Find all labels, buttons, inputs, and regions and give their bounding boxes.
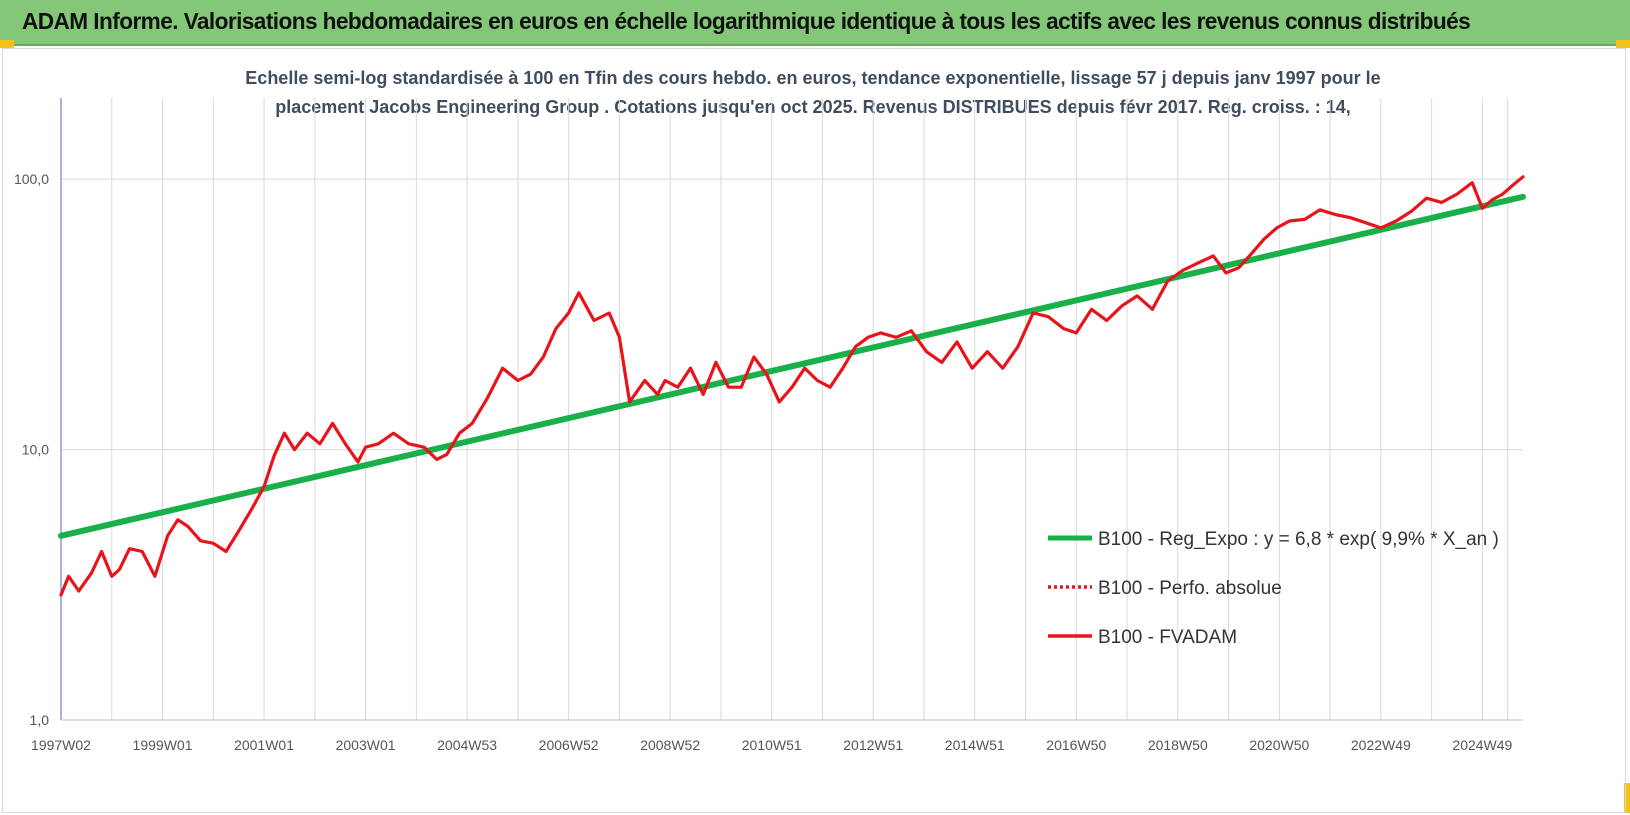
series-group xyxy=(58,175,1526,597)
line-chart: Echelle semi-log standardisée à 100 en T… xyxy=(14,68,1526,753)
corner-marker-bottom-right xyxy=(1624,783,1630,813)
y-tick-label: 100,0 xyxy=(14,171,49,187)
legend-item-perf: B100 - Perfo. absolue xyxy=(1048,578,1282,599)
x-tick-label: 2022W49 xyxy=(1351,737,1411,753)
corner-marker-left xyxy=(0,40,14,48)
chart-title-line-1: Echelle semi-log standardisée à 100 en T… xyxy=(245,68,1380,88)
legend: B100 - Reg_Expo : y = 6,8 * exp( 9,9% * … xyxy=(1048,529,1499,648)
x-tick-label: 1999W01 xyxy=(133,737,193,753)
x-tick-label: 2014W51 xyxy=(945,737,1005,753)
y-tick-label: 1,0 xyxy=(30,712,50,728)
x-axis-ticks: 1997W02 1999W01 2001W01 2003W01 2004W53 2006W… xyxy=(31,737,1513,753)
grid xyxy=(60,98,1523,721)
x-tick-label: 2024W49 xyxy=(1452,737,1512,753)
chart-title: Echelle semi-log standardisée à 100 en T… xyxy=(245,68,1380,117)
fvadam-line xyxy=(59,175,1525,597)
x-tick-label: 2006W52 xyxy=(539,737,599,753)
legend-label: B100 - Reg_Expo : y = 6,8 * exp( 9,9% * … xyxy=(1098,529,1499,550)
trend-line xyxy=(58,193,1526,539)
legend-label: B100 - FVADAM xyxy=(1098,627,1237,648)
x-tick-label: 2018W50 xyxy=(1148,737,1208,753)
x-tick-label: 2012W51 xyxy=(843,737,903,753)
x-tick-label: 1997W02 xyxy=(31,737,91,753)
report-title: ADAM Informe. Valorisations hebdomadaire… xyxy=(22,8,1471,34)
y-axis-ticks: 1,0 10,0 100,0 xyxy=(14,171,49,728)
x-tick-label: 2020W50 xyxy=(1249,737,1309,753)
legend-item-trend: B100 - Reg_Expo : y = 6,8 * exp( 9,9% * … xyxy=(1048,529,1499,550)
y-tick-label: 10,0 xyxy=(22,442,49,458)
x-tick-label: 2001W01 xyxy=(234,737,294,753)
x-tick-label: 2008W52 xyxy=(640,737,700,753)
report-header: ADAM Informe. Valorisations hebdomadaire… xyxy=(0,0,1630,46)
legend-label: B100 - Perfo. absolue xyxy=(1098,578,1282,599)
corner-marker-right xyxy=(1616,40,1630,48)
x-tick-label: 2010W51 xyxy=(742,737,802,753)
chart-area: Echelle semi-log standardisée à 100 en T… xyxy=(2,48,1626,813)
chart-title-line-2: placement Jacobs Engineering Group . Cot… xyxy=(275,97,1351,117)
x-tick-label: 2003W01 xyxy=(336,737,396,753)
legend-item-fvadam: B100 - FVADAM xyxy=(1048,627,1237,648)
axes xyxy=(60,98,1523,721)
x-tick-label: 2016W50 xyxy=(1046,737,1106,753)
x-tick-label: 2004W53 xyxy=(437,737,497,753)
